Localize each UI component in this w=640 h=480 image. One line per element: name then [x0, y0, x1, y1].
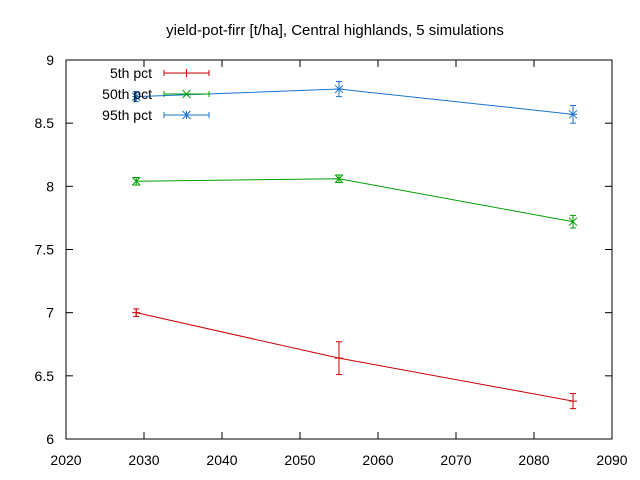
x-tick-label: 2020 [50, 452, 81, 468]
x-tick-label: 2060 [362, 452, 393, 468]
x-tick-label: 2050 [284, 452, 315, 468]
y-tick-label: 7 [46, 305, 54, 321]
series-3 [131, 80, 578, 124]
data-point [335, 354, 343, 363]
data-point [334, 84, 344, 94]
series-layer [131, 80, 578, 410]
legend-marker [182, 69, 191, 77]
chart-title: yield-pot-firr [t/ha], Central highlands… [166, 22, 504, 39]
y-tick-label: 8.5 [35, 115, 55, 131]
data-point [131, 92, 141, 101]
legend-label: 5th pct [110, 65, 152, 81]
axis-ticks: 2020 2030 2040 2050 2060 2070 2080 2090 6 6.5 7 7.5… [35, 52, 628, 468]
data-point [568, 109, 578, 119]
x-tick-label: 2090 [596, 452, 627, 468]
data-point [569, 397, 577, 406]
legend-marker [182, 89, 191, 99]
legend-label: 95th pct [102, 107, 152, 123]
data-point [334, 174, 344, 184]
series-line [136, 178, 574, 223]
legend-label: 50th pct [102, 86, 152, 102]
series-2 [131, 174, 578, 229]
x-tick-label: 2030 [128, 452, 159, 468]
x-tick-label: 2040 [206, 452, 237, 468]
y-tick-label: 9 [46, 52, 54, 68]
data-point [568, 217, 578, 227]
y-tick-label: 8 [46, 178, 54, 194]
series-line [136, 312, 574, 402]
series-line [136, 88, 574, 115]
x-tick-label: 2080 [518, 452, 549, 468]
series-1 [132, 308, 577, 410]
data-point [131, 176, 141, 186]
y-tick-label: 6 [46, 431, 54, 447]
data-point [132, 308, 141, 317]
y-tick-label: 7.5 [35, 242, 55, 258]
x-tick-label: 2070 [440, 452, 471, 468]
legend-marker [182, 110, 191, 120]
y-tick-label: 6.5 [35, 368, 55, 384]
legend: 5th pct 50th pct 95th pct [102, 65, 210, 123]
